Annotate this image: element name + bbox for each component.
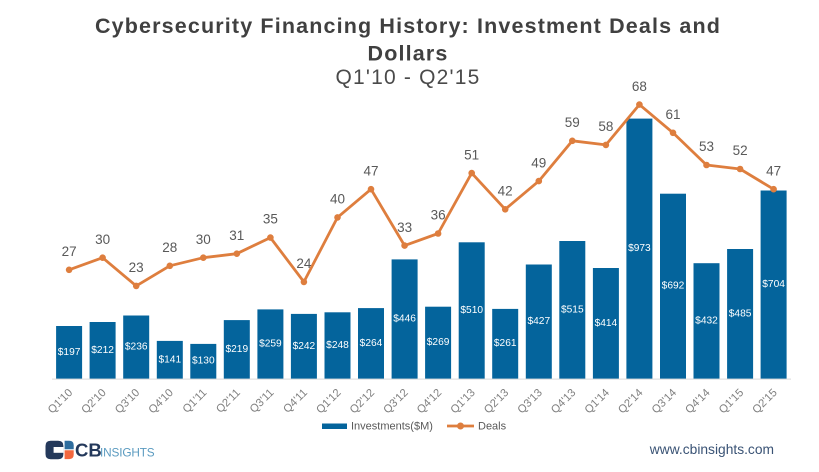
- svg-text:52: 52: [733, 143, 748, 158]
- svg-text:61: 61: [665, 107, 680, 122]
- svg-text:47: 47: [766, 163, 781, 178]
- svg-text:28: 28: [162, 240, 177, 255]
- svg-text:31: 31: [229, 228, 244, 243]
- svg-text:$485: $485: [729, 308, 752, 319]
- svg-text:Investments($M): Investments($M): [351, 421, 433, 433]
- svg-text:53: 53: [699, 139, 714, 154]
- svg-text:$427: $427: [527, 316, 550, 327]
- svg-text:$130: $130: [192, 356, 215, 367]
- svg-text:www.cbinsights.com: www.cbinsights.com: [649, 442, 774, 457]
- svg-text:42: 42: [498, 184, 513, 199]
- svg-text:$141: $141: [158, 354, 181, 365]
- svg-text:$219: $219: [225, 344, 248, 355]
- svg-text:30: 30: [196, 232, 211, 247]
- svg-text:$261: $261: [494, 338, 517, 349]
- svg-text:24: 24: [296, 256, 312, 271]
- svg-text:$264: $264: [360, 338, 383, 349]
- svg-text:$269: $269: [427, 337, 450, 348]
- svg-text:36: 36: [431, 208, 446, 223]
- svg-text:$259: $259: [259, 339, 282, 350]
- svg-text:51: 51: [464, 147, 479, 162]
- svg-text:$510: $510: [460, 305, 483, 316]
- svg-text:$242: $242: [293, 341, 316, 352]
- svg-text:$704: $704: [762, 279, 785, 290]
- svg-text:$236: $236: [125, 342, 148, 353]
- svg-text:35: 35: [263, 212, 278, 227]
- svg-text:40: 40: [330, 192, 345, 207]
- svg-text:47: 47: [363, 163, 378, 178]
- svg-text:INSIGHTS: INSIGHTS: [100, 445, 155, 459]
- svg-text:$197: $197: [58, 347, 81, 358]
- svg-text:$212: $212: [91, 345, 114, 356]
- svg-text:23: 23: [129, 260, 144, 275]
- svg-text:$414: $414: [595, 318, 618, 329]
- svg-text:27: 27: [62, 244, 77, 259]
- svg-text:Cybersecurity Financing Histor: Cybersecurity Financing History: Investm…: [95, 14, 721, 38]
- svg-text:$973: $973: [628, 243, 651, 254]
- svg-text:$248: $248: [326, 340, 349, 351]
- svg-text:$432: $432: [695, 315, 718, 326]
- svg-text:CB: CB: [75, 440, 102, 461]
- svg-text:59: 59: [565, 115, 580, 130]
- svg-text:$692: $692: [662, 281, 685, 292]
- svg-text:Dollars: Dollars: [368, 42, 449, 66]
- svg-text:Deals: Deals: [478, 421, 507, 433]
- svg-text:33: 33: [397, 220, 412, 235]
- svg-text:$515: $515: [561, 304, 584, 315]
- svg-text:49: 49: [531, 155, 546, 170]
- svg-text:68: 68: [632, 79, 647, 94]
- svg-text:30: 30: [95, 232, 110, 247]
- svg-text:$446: $446: [393, 314, 416, 325]
- svg-text:58: 58: [598, 119, 613, 134]
- svg-text:Q1'10 - Q2'15: Q1'10 - Q2'15: [335, 66, 480, 89]
